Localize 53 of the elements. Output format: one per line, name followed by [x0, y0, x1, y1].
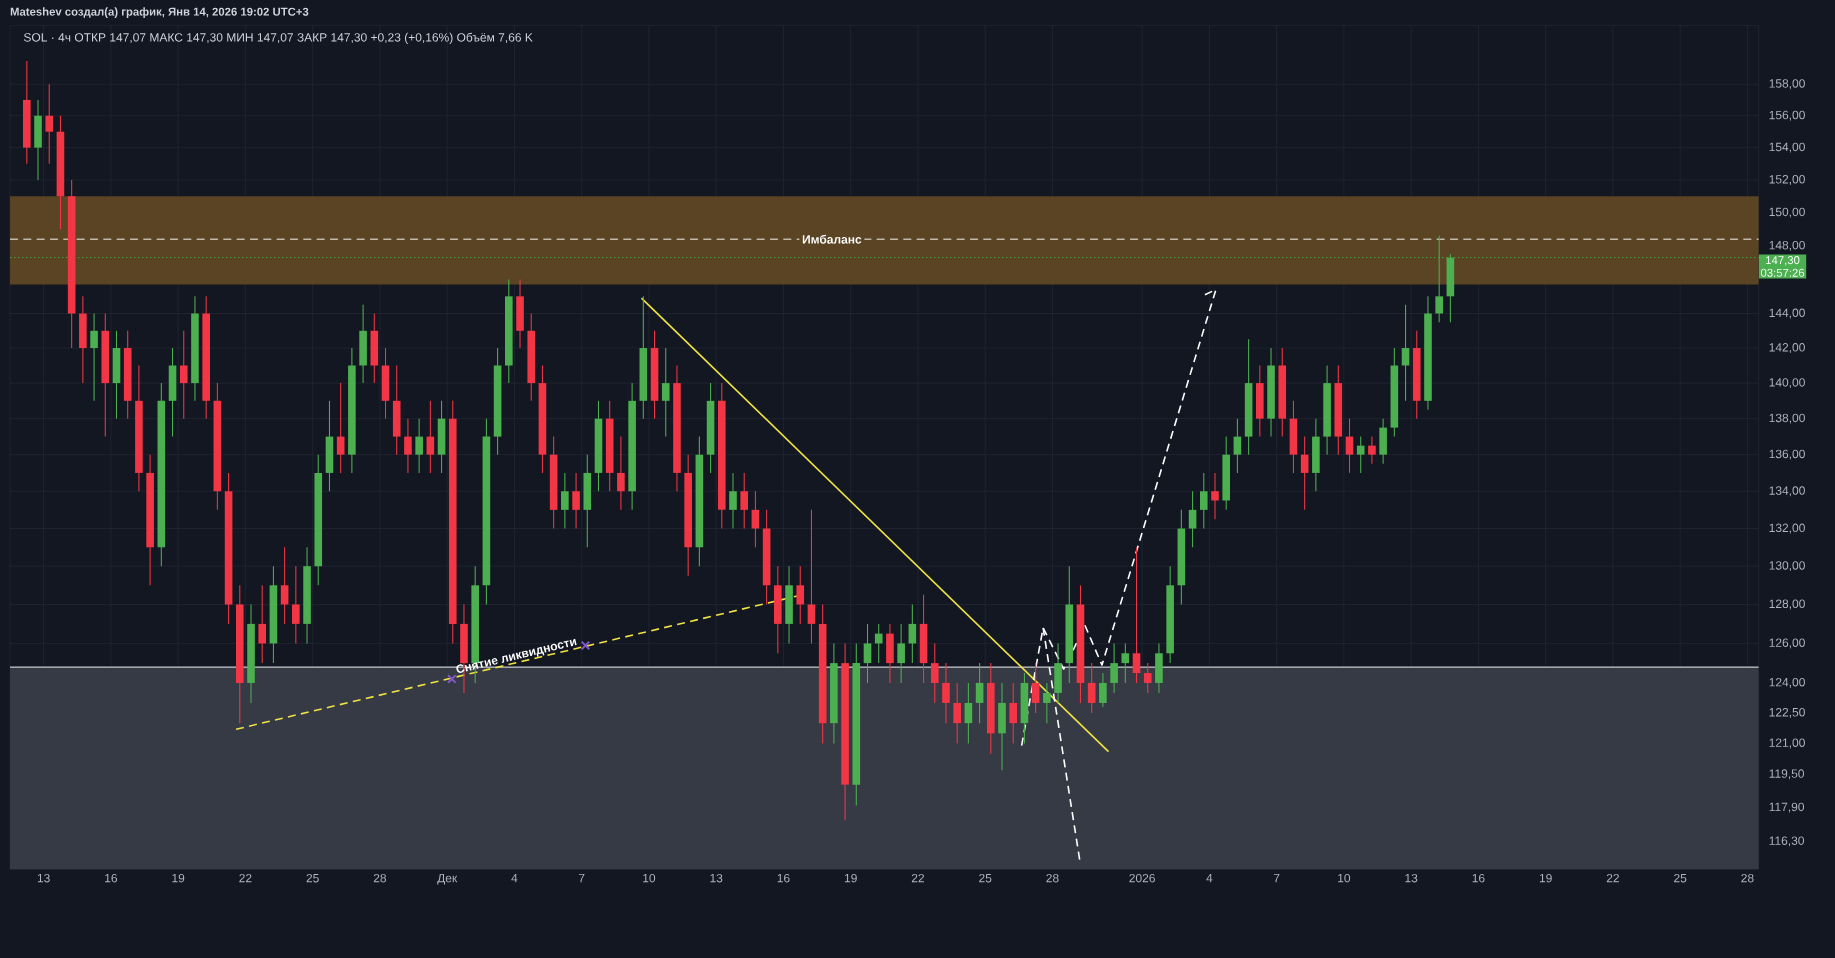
y-tick-label: 128,00 [1769, 599, 1805, 610]
x-tick-label: 10 [1338, 873, 1351, 883]
y-tick-label: 156,00 [1769, 110, 1805, 121]
y-tick-label: 154,00 [1769, 142, 1805, 153]
y-tick-label: 121,00 [1769, 738, 1805, 749]
ref-line-label: 147,30 [1766, 256, 1800, 266]
x-tick-label: 19 [172, 873, 185, 883]
x-tick-label: 13 [37, 873, 50, 883]
x-tick-label: 25 [1674, 873, 1687, 883]
y-tick-label: 158,00 [1769, 79, 1805, 90]
x-tick-label: 28 [373, 873, 387, 883]
x-tick-label: 7 [1273, 873, 1280, 883]
x-tick-label: 16 [777, 873, 790, 883]
y-tick-label: 132,00 [1769, 523, 1805, 534]
x-tick-label: 28 [1741, 873, 1754, 883]
x-tick-label: 25 [979, 873, 992, 883]
y-tick-label: 136,00 [1769, 449, 1805, 460]
x-tick-label: 22 [1606, 873, 1619, 883]
y-tick-label: 130,00 [1769, 561, 1805, 572]
y-tick-label: 124,00 [1769, 677, 1805, 688]
x-tick-label: 19 [1539, 873, 1552, 883]
x-tick-label: Дек [437, 873, 458, 885]
y-tick-label: 140,00 [1769, 378, 1805, 389]
y-tick-label: 144,00 [1769, 308, 1805, 319]
x-tick-label: 25 [306, 873, 319, 883]
x-tick-label: 28 [1046, 873, 1059, 883]
y-tick-label: 150,00 [1769, 207, 1805, 218]
x-tick-label: 2026 [1129, 873, 1155, 883]
chart-title: Mateshev создал(а) график, Янв 14, 2026 19:02 UTC+3 [10, 7, 309, 18]
y-tick-label: 126,00 [1769, 638, 1805, 649]
y-tick-label: 122,50 [1769, 708, 1805, 718]
y-tick-label: 134,00 [1769, 486, 1805, 497]
y-tick-label: 119,50 [1769, 769, 1805, 780]
y-tick-label: 138,00 [1769, 413, 1805, 424]
x-tick-label: 22 [239, 873, 252, 883]
text: 03:57:26 [1760, 268, 1805, 277]
x-tick-label: 19 [844, 873, 857, 883]
y-tick-label: 148,00 [1769, 240, 1805, 251]
x-tick-label: 13 [1405, 873, 1418, 883]
y-tick-label: 152,00 [1769, 175, 1805, 185]
x-tick-label: 4 [1206, 873, 1213, 883]
text: SOL · 4ч ОТКР 147,07 МАКС 147,30 МИН 147,07 ЗАКР 147,30 +0,23 (+0,16%) Объём 7,66 K [23, 32, 533, 45]
x-tick-label: 10 [643, 873, 656, 883]
x-tick-label: 16 [105, 873, 118, 883]
y-tick-label: 117,90 [1769, 802, 1805, 813]
x-tick-label: 22 [911, 873, 925, 883]
y-tick-label: 116,30 [1769, 836, 1805, 847]
x-tick-label: 13 [710, 873, 723, 883]
x-tick-label: 16 [1472, 873, 1485, 883]
x-tick-label: 7 [578, 873, 585, 883]
x-tick-label: 4 [511, 873, 518, 883]
ref-line-label: Имбаланс [802, 234, 862, 244]
y-tick-label: 142,00 [1769, 343, 1805, 353]
